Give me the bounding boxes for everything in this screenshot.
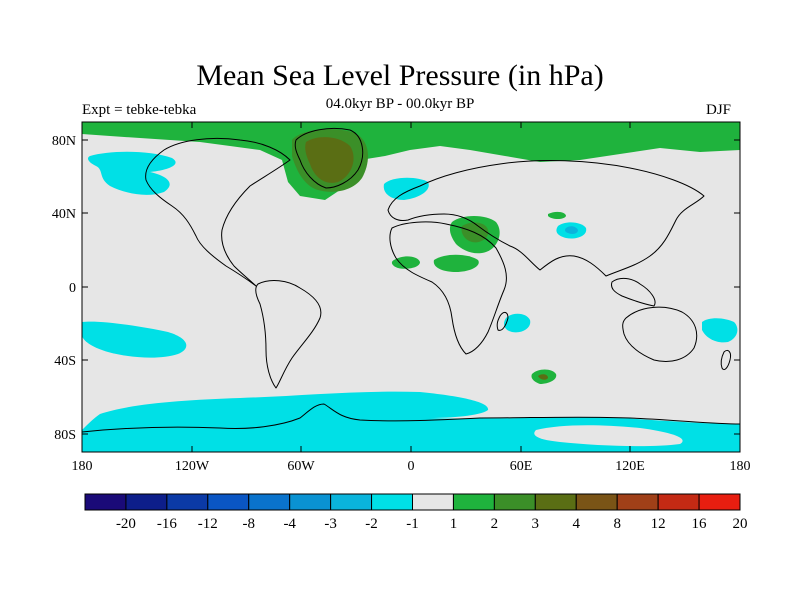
- arctic-green-band: [82, 122, 740, 200]
- lon-label: 180: [730, 459, 751, 474]
- legend-label: 20: [733, 516, 748, 532]
- longitude-axis: [81, 122, 741, 452]
- legend-swatch: [84, 493, 127, 511]
- legend-label: -12: [198, 516, 218, 532]
- legend-label: -8: [243, 516, 256, 532]
- southern-ocean-gap: [534, 425, 683, 447]
- coast-eurasia: [387, 160, 705, 277]
- lon-label: 60E: [510, 459, 533, 474]
- legend-swatch: [534, 493, 577, 511]
- lat-label: 40S: [54, 354, 76, 369]
- coast-antarctica: [82, 403, 740, 433]
- negative-anomaly-regions: [82, 151, 740, 452]
- color-legend: -20 -16 -12 -8 -4 -3 -2 -1 1 2 3 4 8 12 16 20: [84, 493, 748, 532]
- coastlines: [82, 127, 740, 433]
- period-label: 04.0kyr BP - 00.0kyr BP: [325, 96, 475, 112]
- legend-label: -3: [324, 516, 337, 532]
- coast-south-america: [255, 280, 322, 389]
- coast-new-zealand: [720, 349, 731, 371]
- legend-labels: -20 -16 -12 -8 -4 -3 -2 -1 1 2 3 4 8 12 16 20: [116, 516, 748, 532]
- asia-green: [548, 211, 566, 219]
- south-pacific-cyan: [82, 321, 187, 358]
- legend-swatch: [412, 493, 454, 511]
- legend-swatch: [289, 493, 332, 511]
- indian-ocean-cyan: [504, 313, 531, 333]
- coast-madagascar: [496, 311, 509, 331]
- lat-label: 40N: [52, 207, 76, 222]
- legend-swatch: [371, 493, 413, 511]
- north-pacific-cyan: [88, 151, 176, 195]
- lon-label: 0: [408, 459, 415, 474]
- legend-swatch: [248, 493, 291, 511]
- lat-label: 80N: [52, 134, 76, 149]
- legend-label: -4: [283, 516, 296, 532]
- longitude-labels: 180 120W 60W 0 60E 120E 180: [72, 459, 751, 474]
- south-indian-core: [538, 374, 548, 380]
- lon-label: 60W: [287, 459, 315, 474]
- legend-label: -16: [157, 516, 177, 532]
- coast-africa: [389, 221, 507, 355]
- map-title: Mean Sea Level Pressure (in hPa): [196, 59, 604, 92]
- legend-swatch: [166, 493, 209, 511]
- legend-swatch: [575, 493, 618, 511]
- legend-swatch: [616, 493, 659, 511]
- legend-swatch: [452, 493, 495, 511]
- sahel-green-east: [433, 254, 479, 272]
- legend-swatch: [698, 493, 741, 511]
- legend-label: -2: [365, 516, 378, 532]
- tasman-cyan: [702, 318, 738, 343]
- legend-boxes: [84, 493, 741, 511]
- map-panel: [82, 122, 740, 452]
- legend-swatch: [207, 493, 250, 511]
- season-label: DJF: [706, 102, 732, 118]
- legend-label: 1: [450, 516, 458, 532]
- latitude-axis: [82, 139, 740, 435]
- legend-swatch: [657, 493, 700, 511]
- lon-label: 180: [72, 459, 93, 474]
- legend-swatch: [125, 493, 168, 511]
- legend-swatch: [493, 493, 536, 511]
- coast-southeast-asia: [611, 277, 656, 307]
- coast-north-america: [145, 137, 291, 287]
- lat-label: 80S: [54, 428, 76, 443]
- legend-label: 2: [491, 516, 499, 532]
- legend-label: 16: [692, 516, 708, 532]
- coast-australia: [622, 306, 698, 362]
- legend-swatch: [330, 493, 373, 511]
- legend-label: 8: [613, 516, 621, 532]
- lat-label: 0: [69, 281, 76, 296]
- positive-anomaly-regions: [82, 122, 740, 384]
- legend-label: -20: [116, 516, 136, 532]
- legend-label: 12: [651, 516, 666, 532]
- legend-label: -1: [406, 516, 419, 532]
- lon-label: 120W: [175, 459, 210, 474]
- legend-label: 4: [573, 516, 581, 532]
- asia-cyan-core: [564, 226, 578, 234]
- latitude-labels: 80N 40N 0 40S 80S: [52, 134, 76, 443]
- sahel-green-west: [391, 256, 420, 269]
- north-atlantic-cyan: [383, 177, 429, 200]
- coast-greenland: [294, 127, 364, 189]
- legend-label: 3: [532, 516, 540, 532]
- experiment-label: Expt = tebke-tebka: [82, 102, 197, 118]
- lon-label: 120E: [615, 459, 645, 474]
- greenland-core: [305, 137, 354, 183]
